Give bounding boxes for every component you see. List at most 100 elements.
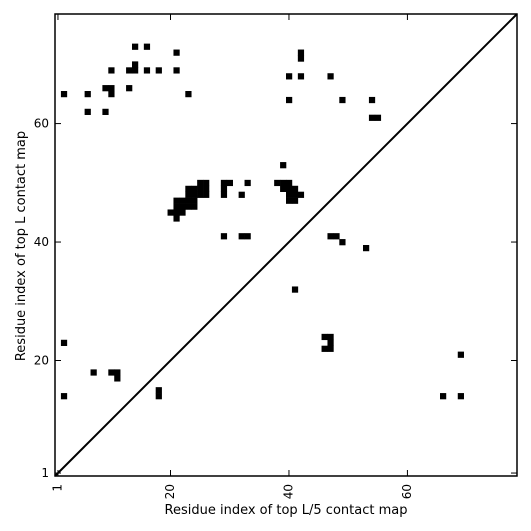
contact-cell-upper [374,114,382,121]
contact-cell-lower [155,387,162,394]
contact-cell-upper [286,185,293,192]
contact-cell-upper [203,185,210,192]
contact-cell-upper [203,179,210,187]
contact-cell-upper [191,203,198,210]
contact-cell-upper [84,108,91,115]
y-tick-label: 1 [41,466,49,480]
contact-cell-upper [167,209,174,216]
contact-cell-upper [179,197,186,204]
contact-cell-upper [132,43,139,50]
contact-cell-upper [173,197,180,204]
contact-cell-upper [143,43,151,50]
contact-cell-upper [291,185,299,192]
contact-cell-upper [226,179,233,187]
contact-cell-upper [291,191,299,198]
contact-cell-upper [297,73,305,80]
contact-cell-upper [203,191,210,198]
contact-cell-upper [191,197,198,204]
contact-cell-lower [60,339,68,346]
contact-cell-upper [143,67,151,74]
contact-cell-upper [132,61,139,68]
contact-cell-upper [191,185,198,192]
contact-cells [60,43,464,400]
x-tick-label: 20 [163,484,177,499]
contact-cell-upper [327,233,334,240]
contact-cell-upper [108,91,115,98]
y-tick-label: 40 [34,235,49,249]
contact-cell-upper [339,239,346,246]
contact-cell-upper [220,191,228,198]
contact-cell-upper [220,233,228,240]
contact-cell-upper [286,191,293,198]
x-tick-label: 60 [400,484,414,499]
contact-cell-lower [155,393,162,400]
contact-cell-upper [185,91,192,98]
x-tick-label: 1 [50,484,64,492]
contact-cell-upper [274,179,281,187]
contact-cell-lower [457,393,464,400]
contact-cell-upper [126,67,133,74]
contact-cell-upper [220,185,228,192]
contact-cell-lower [60,393,68,400]
contact-cell-upper [102,108,109,115]
contact-cell-upper [280,185,287,192]
contact-cell-upper [220,179,228,187]
contact-cell-upper [327,339,334,346]
contact-cell-upper [297,49,305,56]
contact-cell-upper [286,96,293,104]
contact-cell-upper [197,191,204,198]
contact-cell-upper [286,73,293,80]
contact-cell-upper [185,197,192,204]
contact-cell-upper [297,191,305,198]
contact-cell-upper [84,91,91,98]
contact-cell-upper [327,73,334,80]
contact-cell-upper [286,197,293,204]
contact-cell-upper [368,114,376,121]
contact-cell-lower [440,393,447,400]
contact-cell-upper [185,203,192,210]
contact-cell-upper [238,233,245,240]
contact-cell-upper [185,185,192,192]
y-axis-label: Residue index of top L contact map [14,131,29,361]
y-tick-label: 60 [34,117,49,131]
axis-ticks: 1 20 40 60 1 20 40 60 [34,14,517,499]
contact-cell-upper [363,245,370,252]
contact-cell-lower [114,369,121,376]
contact-cell-upper [191,191,198,198]
contact-cell-lower [90,369,97,376]
contact-cell-upper [238,191,245,198]
contact-cell-upper [321,333,328,341]
contact-cell-upper [155,67,162,74]
contact-cell-upper [60,91,68,98]
contact-cell-upper [197,179,204,187]
contact-cell-lower [457,351,464,358]
contact-cell-upper [185,191,192,198]
contact-cell-upper [321,345,328,352]
contact-cell-upper [244,179,251,187]
contact-cell-upper [173,67,180,74]
contact-cell-upper [173,49,180,56]
contact-cell-upper [327,333,334,341]
contact-cell-upper [108,67,115,74]
x-tick-label: 40 [281,484,295,499]
contact-cell-upper [291,286,299,293]
contact-cell-upper [173,209,180,216]
contact-cell-upper [368,96,376,104]
contact-cell-upper [333,233,340,240]
contact-cell-upper [102,85,109,92]
plot-frame [54,13,518,477]
contact-cell-upper [173,215,180,222]
contact-cell-upper [244,233,251,240]
contact-cell-upper [173,203,180,210]
contact-cell-upper [297,55,305,62]
contact-cell-upper [291,197,299,204]
contact-cell-upper [280,162,287,169]
contact-cell-upper [179,209,186,216]
x-axis-label: Residue index of top L/5 contact map [165,503,408,518]
contact-cell-upper [108,85,115,92]
contact-cell-upper [339,96,346,104]
contact-cell-upper [197,185,204,192]
diagonal-line [54,13,518,477]
contact-cell-upper [280,179,287,187]
